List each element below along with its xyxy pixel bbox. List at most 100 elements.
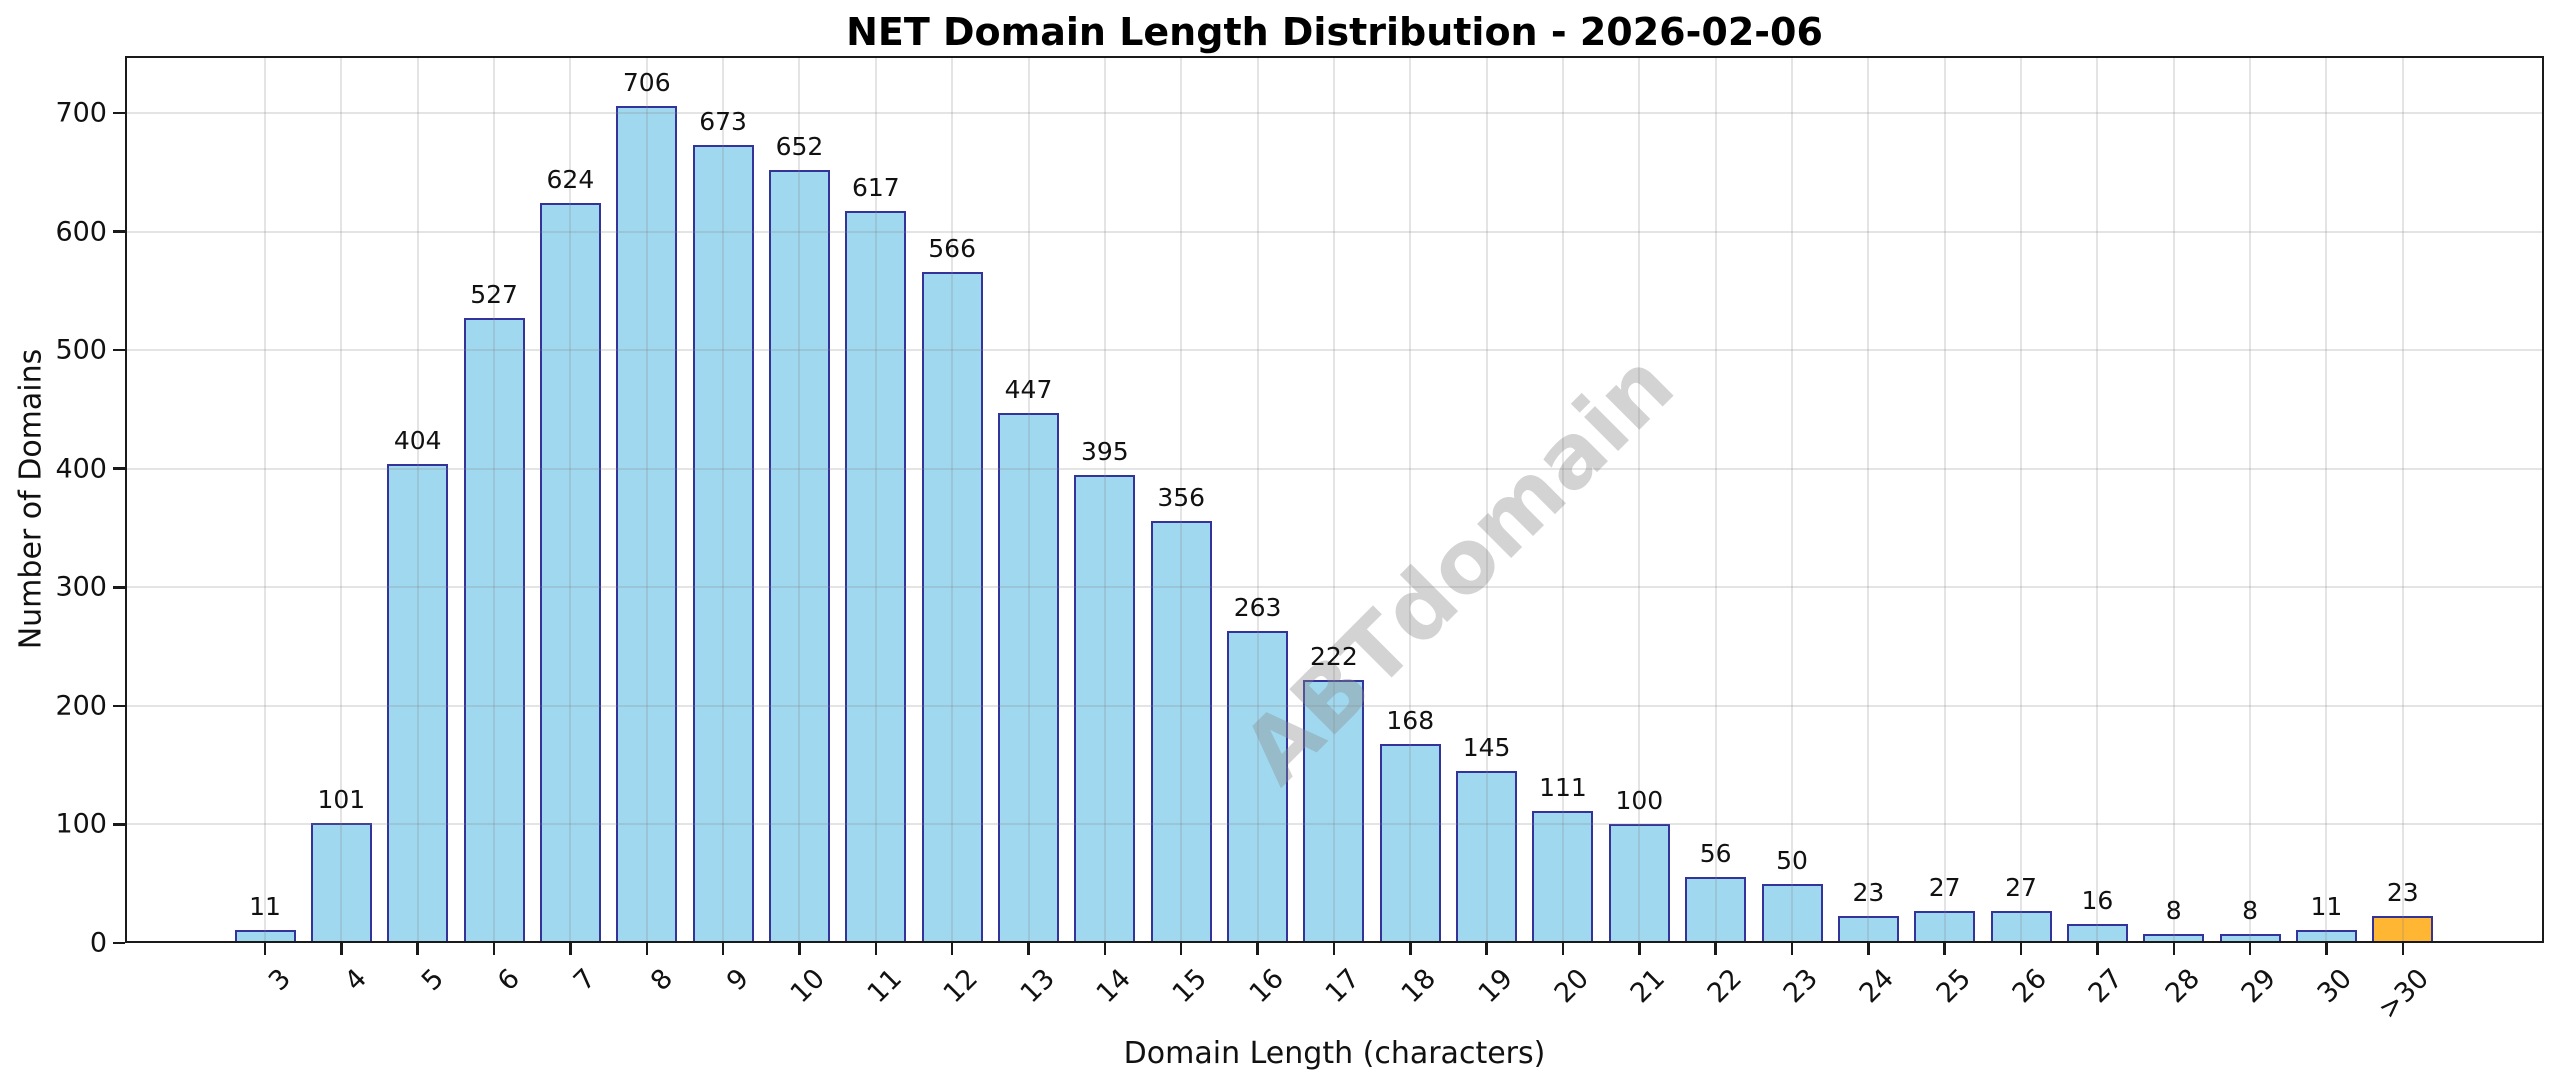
bar-value-label: 617	[851, 173, 900, 203]
bar	[921, 271, 983, 943]
bar-value-label: 222	[1310, 641, 1358, 671]
x-tick-mark	[2019, 943, 2023, 955]
y-tick-mark	[113, 586, 125, 589]
x-tick-label: 24	[1854, 963, 1901, 1010]
x-tick-label: 6	[491, 963, 526, 998]
x-tick-mark	[1409, 943, 1412, 955]
x-tick-label: 29	[2235, 963, 2283, 1010]
x-tick-mark	[416, 943, 419, 955]
bar	[1608, 824, 1670, 943]
x-tick-label: 10	[785, 963, 832, 1010]
bar-value-label: 100	[1615, 786, 1664, 816]
x-tick-mark	[1179, 943, 1183, 955]
bar	[1761, 883, 1823, 943]
y-tick-label: 300	[55, 571, 107, 603]
bar-value-labels-layer: 11 101 404 527 624 706 673 652 617 566 447 395 356 26…	[125, 56, 2544, 943]
bar-value-label: 8	[2165, 895, 2182, 925]
bar-value-label: 27	[2005, 872, 2037, 902]
x-tick-label: >30	[2372, 963, 2435, 1026]
x-tick-mark	[2401, 943, 2405, 955]
bar-value-label: 263	[1233, 593, 1282, 623]
x-tick-mark	[950, 943, 954, 955]
x-tick-label: 16	[1243, 963, 1290, 1010]
bar	[1074, 474, 1136, 943]
plot-area: ABTdomain 11 101 404 527 624 706 673 652 617 566 4…	[125, 56, 2544, 943]
bar-value-label: 8	[2242, 895, 2259, 925]
bar-value-label: 566	[928, 233, 976, 263]
x-tick-mark	[1943, 943, 1946, 955]
x-tick-mark	[1485, 943, 1488, 955]
x-tick-mark	[721, 943, 725, 955]
x-tick-label: 23	[1777, 963, 1824, 1010]
bar-value-label: 447	[1004, 374, 1053, 404]
x-tick-label: 18	[1395, 963, 1443, 1010]
x-tick-mark	[798, 943, 801, 955]
x-tick-mark	[2325, 943, 2328, 955]
bar	[1379, 743, 1441, 943]
y-tick-label: 600	[55, 216, 107, 247]
x-tick-mark	[874, 943, 878, 955]
y-axis-title: Number of Domains	[13, 348, 49, 650]
x-tick-label: 14	[1090, 963, 1137, 1010]
bar-value-label: 673	[699, 106, 747, 136]
x-axis-title: Domain Length (characters)	[1123, 1036, 1546, 1071]
bar-value-label: 356	[1157, 482, 1206, 512]
bar	[998, 412, 1059, 943]
bar	[463, 318, 525, 943]
bar-value-label: 23	[2386, 877, 2419, 907]
y-tick-mark	[113, 941, 125, 945]
y-tick-label: 400	[55, 453, 107, 485]
bar-value-label: 624	[546, 165, 595, 195]
x-tick-label: 7	[568, 963, 603, 998]
bar	[616, 105, 678, 943]
bar-value-label: 652	[775, 131, 824, 161]
x-tick-mark	[1332, 943, 1336, 955]
bar	[1685, 876, 1747, 943]
bar-value-label: 27	[1928, 872, 1961, 902]
x-tick-mark	[492, 943, 496, 955]
x-tick-label: 12	[937, 963, 985, 1010]
x-tick-label: 9	[720, 963, 756, 998]
x-tick-mark	[1714, 943, 1717, 955]
x-tick-label: 5	[415, 963, 450, 998]
x-tick-label: 13	[1014, 963, 1061, 1010]
bar-value-label: 145	[1462, 733, 1511, 763]
bar-value-label: 527	[470, 280, 518, 310]
x-tick-mark	[1561, 943, 1565, 955]
bar-value-label: 404	[393, 425, 442, 455]
bar-value-label: 23	[1852, 877, 1885, 907]
x-tick-label: 15	[1166, 963, 1214, 1010]
bar	[1303, 679, 1365, 943]
x-tick-label: 28	[2159, 963, 2206, 1010]
x-tick-label: 22	[1701, 963, 1748, 1010]
x-tick-label: 26	[2006, 963, 2053, 1010]
bar	[1150, 520, 1212, 943]
bar-value-label: 168	[1386, 705, 1435, 735]
bar	[692, 144, 754, 943]
x-tick-mark	[2172, 943, 2175, 955]
x-tick-label: 27	[2083, 963, 2130, 1010]
bar-value-label: 111	[1539, 773, 1587, 803]
bar-value-label: 395	[1080, 436, 1129, 466]
bar	[1532, 811, 1594, 943]
bar-value-label: 101	[317, 785, 366, 815]
x-tick-mark	[1867, 943, 1870, 955]
x-tick-mark	[1103, 943, 1107, 955]
x-tick-label: 19	[1472, 963, 1519, 1010]
y-tick-label: 0	[89, 927, 107, 959]
bar-value-label: 706	[622, 67, 671, 97]
y-tick-mark	[113, 348, 125, 352]
y-tick-label: 100	[55, 808, 107, 840]
x-tick-label: 17	[1319, 963, 1366, 1010]
y-tick-mark	[113, 704, 125, 708]
x-tick-label: 25	[1930, 963, 1977, 1010]
bar-value-label: 50	[1776, 845, 1808, 875]
x-tick-label: 4	[339, 963, 374, 998]
x-tick-label: 21	[1625, 963, 1672, 1010]
y-tick-label: 700	[55, 97, 107, 129]
bar-value-label: 11	[249, 891, 281, 921]
y-tick-mark	[113, 823, 125, 826]
bar	[310, 823, 372, 943]
y-tick-mark	[113, 230, 125, 233]
